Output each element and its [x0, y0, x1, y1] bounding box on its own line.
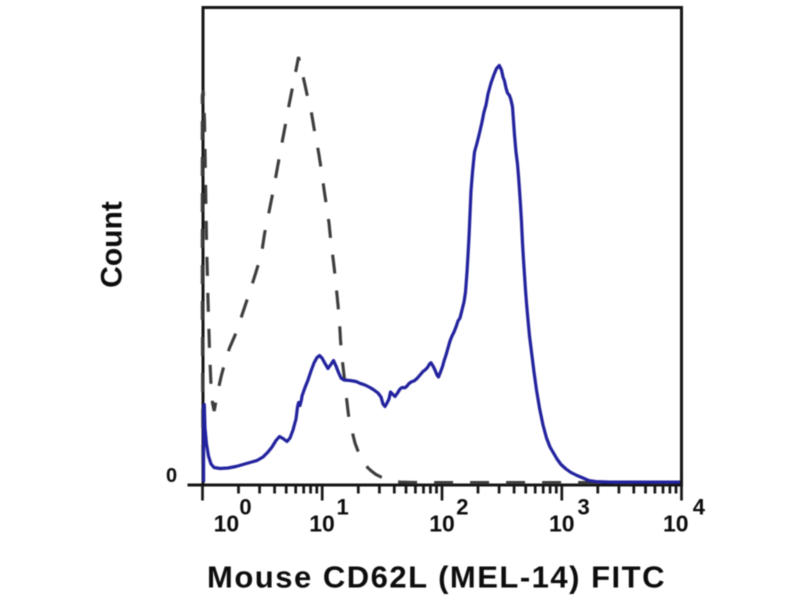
svg-text:Mouse CD62L (MEL-14) FITC: Mouse CD62L (MEL-14) FITC — [207, 560, 666, 595]
svg-text:3: 3 — [578, 495, 590, 520]
svg-text:10: 10 — [214, 510, 240, 536]
svg-text:10: 10 — [429, 510, 455, 536]
svg-text:Count: Count — [96, 201, 129, 288]
svg-text:4: 4 — [693, 495, 706, 520]
svg-text:2: 2 — [456, 495, 468, 520]
svg-text:10: 10 — [549, 510, 575, 536]
svg-text:0: 0 — [166, 465, 177, 487]
svg-text:10: 10 — [663, 510, 689, 536]
svg-text:1: 1 — [337, 495, 349, 520]
svg-text:0: 0 — [239, 495, 251, 520]
svg-text:10: 10 — [309, 510, 335, 536]
